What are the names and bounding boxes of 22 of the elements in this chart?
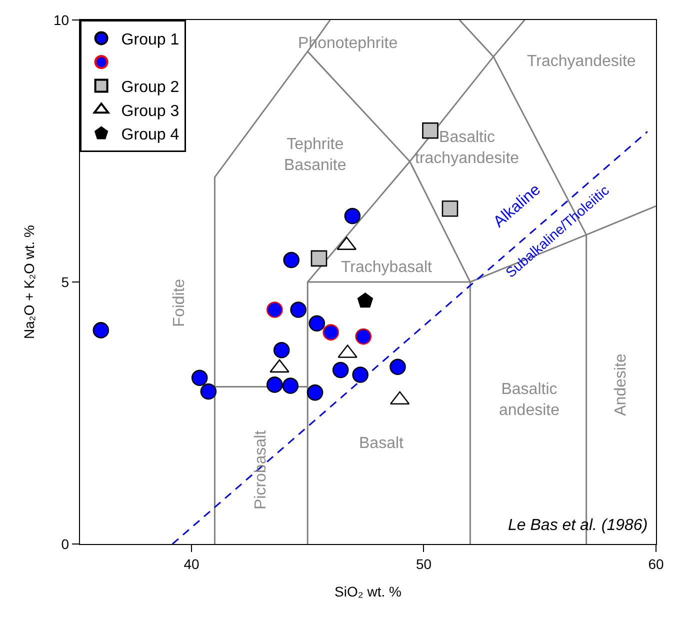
annotation: Andesite <box>612 353 630 416</box>
x-tick-label: 40 <box>184 556 200 572</box>
annotation: Tephrite Basanite <box>284 136 346 174</box>
annotation: Basalt <box>359 435 404 452</box>
legend-label: Group 2 <box>121 79 180 96</box>
x-tick-label: 50 <box>416 556 432 572</box>
y-tick-label: 0 <box>61 536 70 552</box>
annotation: Basaltic trachyandesite <box>415 129 520 167</box>
annotation: Basaltic andesite <box>499 381 560 419</box>
x-tick-label: 60 <box>648 556 664 572</box>
legend-label: Group 1 <box>121 31 180 48</box>
y-axis-title: Na₂O + K₂O wt. % <box>21 225 38 339</box>
x-axis-title: SiO₂ wt. % <box>334 583 402 600</box>
annotation: Trachybasalt <box>341 259 433 276</box>
legend-label: Group 3 <box>121 102 180 120</box>
y-tick-label: 5 <box>61 274 70 290</box>
annotation: Trachyandesite <box>527 53 636 70</box>
annotation: Foidite <box>170 278 188 327</box>
annotation: Picrobasalt <box>252 430 270 510</box>
annotation: Le Bas et al. (1986) <box>508 517 648 534</box>
y-tick-label: 10 <box>53 12 70 28</box>
legend-label: Group 4 <box>121 126 180 144</box>
